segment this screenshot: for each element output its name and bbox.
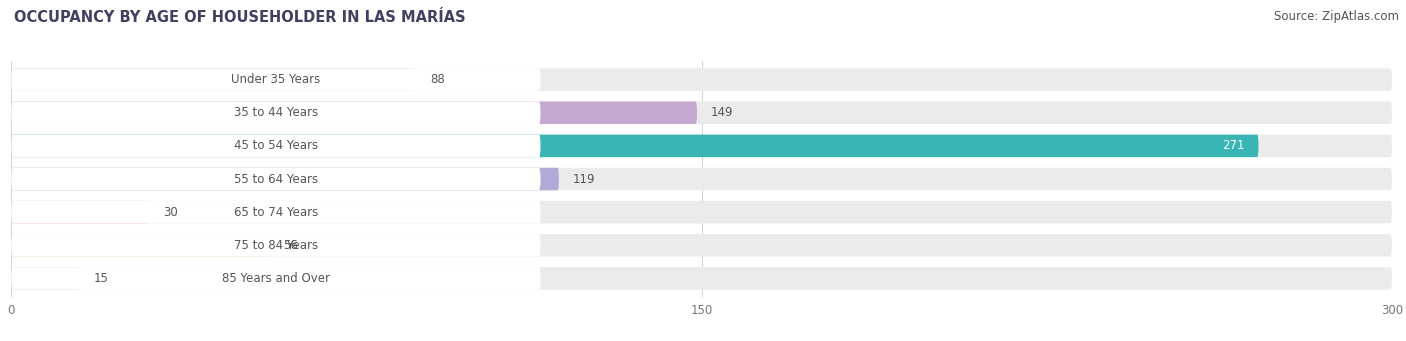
Text: 119: 119 (572, 173, 595, 186)
Text: 88: 88 (430, 73, 444, 86)
Text: 75 to 84 Years: 75 to 84 Years (233, 239, 318, 252)
Text: OCCUPANCY BY AGE OF HOUSEHOLDER IN LAS MARÍAS: OCCUPANCY BY AGE OF HOUSEHOLDER IN LAS M… (14, 10, 465, 25)
Text: 65 to 74 Years: 65 to 74 Years (233, 206, 318, 219)
Text: 85 Years and Over: 85 Years and Over (222, 272, 330, 285)
FancyBboxPatch shape (11, 234, 1392, 256)
Text: 56: 56 (283, 239, 298, 252)
FancyBboxPatch shape (11, 168, 1392, 190)
FancyBboxPatch shape (11, 201, 1392, 223)
FancyBboxPatch shape (11, 168, 560, 190)
Text: 149: 149 (711, 106, 734, 119)
FancyBboxPatch shape (11, 135, 540, 157)
Text: 15: 15 (94, 272, 108, 285)
Text: Under 35 Years: Under 35 Years (231, 73, 321, 86)
FancyBboxPatch shape (11, 68, 416, 91)
FancyBboxPatch shape (11, 135, 1392, 157)
Text: 55 to 64 Years: 55 to 64 Years (233, 173, 318, 186)
Text: 271: 271 (1222, 139, 1244, 152)
FancyBboxPatch shape (11, 201, 540, 223)
FancyBboxPatch shape (11, 168, 540, 190)
FancyBboxPatch shape (11, 267, 1392, 290)
Text: 45 to 54 Years: 45 to 54 Years (233, 139, 318, 152)
Text: 35 to 44 Years: 35 to 44 Years (233, 106, 318, 119)
Text: Source: ZipAtlas.com: Source: ZipAtlas.com (1274, 10, 1399, 23)
FancyBboxPatch shape (11, 234, 269, 256)
FancyBboxPatch shape (11, 102, 1392, 124)
FancyBboxPatch shape (11, 201, 149, 223)
FancyBboxPatch shape (11, 267, 540, 290)
FancyBboxPatch shape (11, 68, 1392, 91)
FancyBboxPatch shape (11, 234, 540, 256)
Text: 30: 30 (163, 206, 179, 219)
FancyBboxPatch shape (11, 102, 540, 124)
FancyBboxPatch shape (11, 267, 80, 290)
FancyBboxPatch shape (11, 68, 540, 91)
FancyBboxPatch shape (11, 102, 697, 124)
FancyBboxPatch shape (11, 135, 1258, 157)
